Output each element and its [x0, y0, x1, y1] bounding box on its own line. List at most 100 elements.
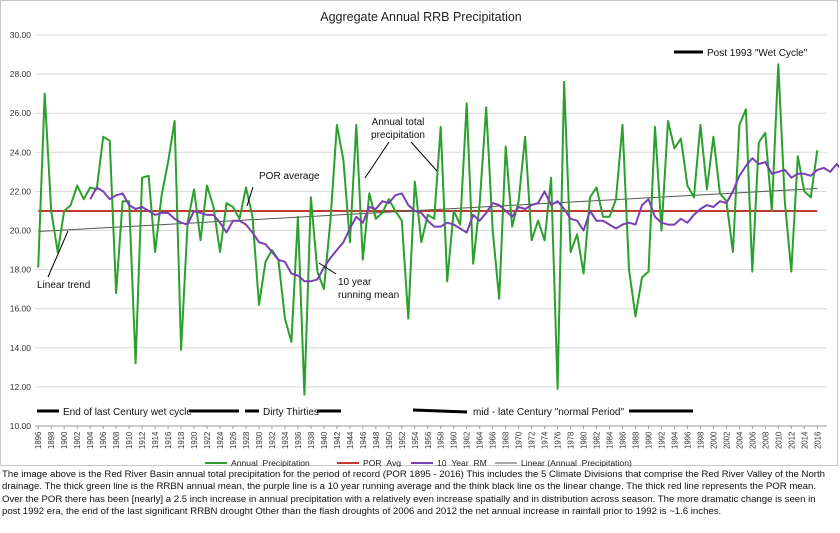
por-average-pointer [246, 186, 254, 207]
series-linear-trend [38, 187, 818, 232]
x-tick-label: 1948 [372, 432, 381, 449]
gridlines [35, 34, 827, 427]
x-tick-label: 1912 [138, 432, 147, 449]
x-tick-label: 1944 [346, 431, 355, 449]
x-tick-label: 1906 [99, 432, 108, 449]
x-tick-label: 1950 [385, 431, 394, 449]
x-tick-label: 2002 [722, 432, 731, 449]
x-tick-label: 1974 [541, 431, 550, 449]
x-tick-label: 1920 [190, 431, 199, 449]
x-tick-label: 1996 [683, 432, 692, 449]
annotation-mid-late-century: mid - late Century "normal Period" [473, 407, 624, 418]
x-tick-label: 1962 [463, 432, 472, 449]
annotation-dirty-thirties: Dirty Thirties [263, 407, 319, 418]
y-tick-label: 12.00 [10, 382, 32, 392]
annotation-10yr-2: running mean [338, 290, 399, 301]
x-tick-label: 1954 [411, 431, 420, 449]
x-tick-label: 1972 [528, 432, 537, 449]
x-tick-label: 1924 [216, 431, 225, 449]
x-tick-label: 1926 [229, 432, 238, 449]
y-tick-label: 10.00 [10, 421, 32, 431]
x-tick-label: 1998 [696, 432, 705, 449]
x-tick-label: 1932 [268, 432, 277, 449]
x-tick-label: 2016 [813, 432, 822, 449]
series-lines [37, 63, 839, 396]
x-tick-label: 1990 [644, 431, 653, 449]
legend-label-rm: 10_Year_RM [437, 458, 487, 467]
x-tick-label: 1898 [47, 432, 56, 449]
y-tick-label: 30.00 [10, 30, 32, 40]
x-tick-label: 1976 [554, 432, 563, 449]
x-tick-label: 1940 [320, 431, 329, 449]
chart-frame: Aggregate Annual RRB Precipitation 10.00… [0, 0, 839, 467]
x-tick-label: 1936 [294, 432, 303, 449]
x-axis-ticks: 1896 1898 1900 1902 1904 1906 1908 1910 1912 1914… [34, 426, 822, 449]
x-tick-label: 1964 [476, 431, 485, 449]
x-tick-label: 1986 [619, 432, 628, 449]
annual-total-pointer-left [364, 141, 390, 179]
x-tick-label: 1928 [242, 432, 251, 449]
legend-label-por: POR_Avg [363, 458, 401, 467]
x-tick-label: 1970 [515, 431, 524, 449]
y-tick-label: 16.00 [10, 304, 32, 314]
x-tick-label: 1984 [606, 431, 615, 449]
x-tick-label: 1946 [359, 432, 368, 449]
y-tick-label: 22.00 [10, 186, 32, 196]
annotation-por-average: POR average [259, 171, 320, 182]
x-tick-label: 2006 [748, 432, 757, 449]
y-tick-label: 26.00 [10, 108, 32, 118]
10yr-pointer [318, 262, 337, 275]
x-tick-label: 1960 [450, 431, 459, 449]
annotation-linear-trend: Linear trend [37, 280, 90, 291]
x-tick-label: 1978 [567, 432, 576, 449]
x-tick-label: 1918 [177, 432, 186, 449]
series-10-year-rm [89, 157, 839, 283]
x-tick-label: 1994 [670, 431, 679, 449]
x-tick-label: 1966 [489, 432, 498, 449]
y-tick-label: 18.00 [10, 265, 32, 275]
legend: Annual_Precipitation POR_Avg 10_Year_RM … [205, 458, 632, 467]
x-tick-label: 1910 [125, 431, 134, 449]
annotation-end-last-century: End of last Century wet cycle [63, 407, 192, 418]
y-tick-label: 24.00 [10, 147, 32, 157]
linear-trend-pointer [47, 230, 69, 278]
annotations: Post 1993 "Wet Cycle" Annual total preci… [37, 48, 808, 418]
annotation-10yr-1: 10 year [338, 277, 372, 288]
x-tick-label: 1916 [164, 432, 173, 449]
x-tick-label: 1934 [281, 431, 290, 449]
precipitation-chart: Aggregate Annual RRB Precipitation 10.00… [10, 10, 839, 467]
x-tick-label: 1958 [437, 432, 446, 449]
annotation-annual-total-2: precipitation [371, 130, 425, 141]
x-tick-label: 1982 [593, 432, 602, 449]
x-tick-label: 1952 [398, 432, 407, 449]
y-tick-label: 20.00 [10, 226, 32, 236]
x-tick-label: 1938 [307, 432, 316, 449]
series-annual-precipitation [37, 63, 819, 396]
x-tick-label: 1922 [203, 432, 212, 449]
x-tick-label: 1904 [86, 431, 95, 449]
chart-title: Aggregate Annual RRB Precipitation [320, 10, 522, 24]
x-tick-label: 2014 [800, 431, 809, 449]
y-tick-label: 14.00 [10, 343, 32, 353]
annotation-post-1993: Post 1993 "Wet Cycle" [707, 48, 808, 59]
x-tick-label: 1992 [657, 432, 666, 449]
x-tick-label: 1930 [255, 431, 264, 449]
x-tick-label: 1980 [580, 431, 589, 449]
x-tick-label: 2010 [774, 431, 783, 449]
legend-label-linear: Linear (Annual_Precipitation) [521, 458, 632, 467]
mid-century-marker-left [412, 408, 468, 414]
x-tick-label: 2000 [709, 431, 718, 449]
annual-total-pointer-right [410, 141, 438, 172]
x-tick-label: 1900 [60, 431, 69, 449]
x-tick-label: 2008 [761, 432, 770, 449]
x-tick-label: 1908 [112, 432, 121, 449]
legend-label-annual: Annual_Precipitation [231, 458, 310, 467]
x-tick-label: 1902 [73, 432, 82, 449]
y-tick-label: 28.00 [10, 69, 32, 79]
x-tick-label: 1956 [424, 432, 433, 449]
chart-caption: The image above is the Red River Basin a… [2, 469, 825, 518]
x-tick-label: 1942 [333, 432, 342, 449]
x-tick-label: 1988 [631, 432, 640, 449]
x-tick-label: 1968 [502, 432, 511, 449]
x-tick-label: 1896 [34, 432, 43, 449]
